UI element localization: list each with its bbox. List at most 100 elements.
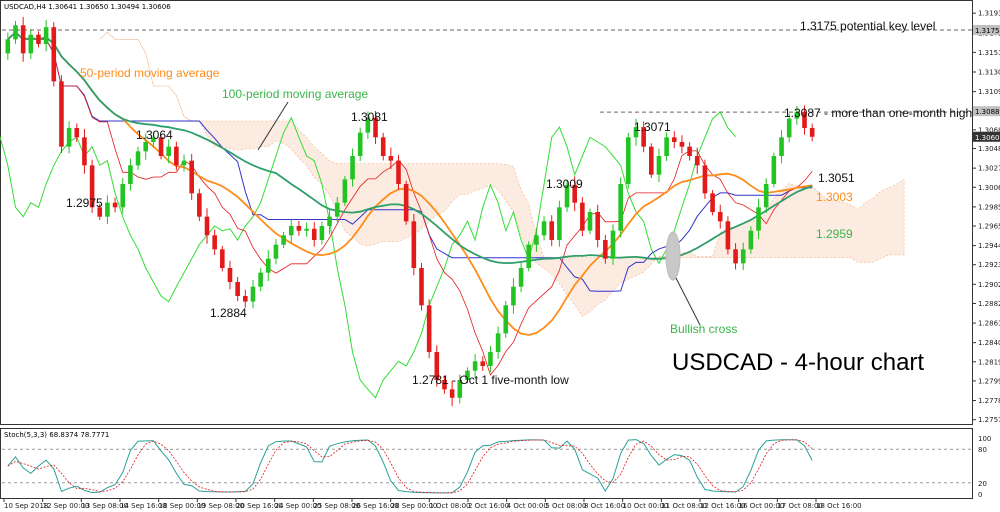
candle-body (526, 244, 532, 268)
candle-body (143, 142, 149, 152)
candle-body (13, 25, 18, 40)
candle-body (434, 352, 440, 380)
candle-body (334, 202, 340, 217)
y-tick-label: 1.31300 (978, 69, 1000, 77)
annotation-high-4: 1.3071 (634, 120, 671, 134)
candle-body (442, 380, 447, 390)
chikou-span-line (0, 111, 736, 399)
x-tick-label: 26 Sep 16:00 (352, 502, 399, 510)
candle-body (725, 221, 731, 250)
y-tick-label: 1.30480 (978, 145, 1000, 153)
x-tick-label: 28 Sep 00:00 (391, 502, 438, 510)
candle-body (281, 235, 286, 245)
price-tag-key-level-box (973, 25, 1000, 35)
candle-body (656, 156, 662, 175)
candle-body (265, 258, 271, 273)
ma100-label: 100-period moving average (222, 87, 368, 101)
bullish-cross-pointer (675, 277, 701, 326)
candle-body (457, 380, 463, 398)
annotation-high-3: 1.3009 (546, 177, 583, 191)
x-tick-label: 18 Oct 16:00 (816, 502, 862, 510)
bullish-cross-label: Bullish cross (670, 322, 737, 336)
y-tick-label: 1.30680 (978, 126, 1000, 134)
annotation-last: 1.3051 (818, 171, 855, 185)
y-tick-label: 1.31090 (978, 88, 1000, 96)
stoch-panel-frame (0, 428, 973, 499)
candle-body (135, 151, 141, 166)
candle-body (74, 128, 80, 138)
stoch-d-line (7, 439, 813, 494)
candle-body (557, 207, 562, 240)
ma50-label: 50-period moving average (80, 66, 220, 80)
candle-body (809, 128, 815, 137)
price-axis: 1.319301.317201.315101.313001.310901.308… (972, 10, 1000, 424)
y-tick-label: 1.29650 (978, 223, 1000, 231)
candle-body (511, 286, 516, 306)
y-tick-label: 1.28610 (978, 320, 1000, 328)
candle-body (572, 184, 577, 203)
candle-body (112, 202, 118, 208)
annotation-five-month-low: 1.2781 - Oct 1 five-month low (412, 373, 569, 387)
ma50-line (7, 31, 813, 336)
candle-body (174, 146, 179, 166)
candle-body (20, 25, 26, 54)
candle-body (204, 216, 210, 236)
key-level-label: 1.3175 potential key level (800, 19, 935, 33)
candle-body (342, 179, 348, 203)
candle-body (740, 249, 746, 264)
y-tick-label: 1.29440 (978, 242, 1000, 250)
candle-body (319, 226, 325, 240)
stoch-tick-label: 0 (978, 491, 982, 499)
candle-body (28, 34, 34, 54)
ma50-value-label: 1.3003 (816, 190, 853, 204)
x-tick-label: 17 Oct 08:00 (777, 502, 823, 510)
x-tick-label: 19 Sep 08:00 (197, 502, 244, 510)
candle-body (687, 146, 692, 156)
x-tick-label: 11 Oct 08:00 (661, 502, 707, 510)
candle-body (503, 305, 509, 334)
x-tick-label: 20 Sep 16:00 (236, 502, 283, 510)
y-tick-label: 1.31510 (978, 49, 1000, 57)
candle-body (610, 230, 616, 259)
x-tick-label: 8 Oct 16:00 (584, 502, 625, 510)
candle-body (197, 193, 202, 217)
candle-body (633, 127, 639, 138)
candle-body (710, 193, 715, 212)
stoch-k-line (7, 439, 813, 494)
candle-body (51, 27, 57, 82)
x-tick-label: 25 Sep 08:00 (313, 502, 360, 510)
candle-body (220, 249, 225, 268)
y-tick-label: 1.27990 (978, 377, 1000, 385)
candle-body (350, 156, 355, 180)
candle-body (472, 361, 478, 371)
y-tick-label: 1.30270 (978, 165, 1000, 173)
x-tick-label: 5 Oct 08:00 (545, 502, 586, 510)
x-tick-label: 4 Oct 00:00 (507, 502, 548, 510)
candle-body (449, 389, 455, 398)
annotation-low-1: 1.2975 (66, 196, 103, 210)
candle-body (641, 127, 646, 147)
candle-body (158, 137, 164, 156)
x-tick-label: 2 Oct 16:00 (468, 502, 509, 510)
y-tick-label: 1.29025 (978, 281, 1000, 289)
candle-body (120, 184, 126, 208)
candle-body (488, 352, 493, 366)
candle-body (327, 216, 332, 226)
candle-body (43, 27, 49, 44)
y-tick-label: 1.30065 (978, 184, 1000, 192)
stoch-tick-label: 20 (978, 480, 987, 488)
candle-body (779, 137, 784, 156)
candle-body (89, 165, 95, 208)
y-tick-label: 1.27780 (978, 397, 1000, 405)
candle-body (181, 160, 187, 166)
key-level-lines (2, 29, 972, 113)
ichimoku-cloud (99, 31, 905, 317)
candle-body (671, 137, 677, 142)
candle-body (59, 81, 64, 147)
y-tick-label: 1.28400 (978, 339, 1000, 347)
ichimoku-cloud-area (99, 31, 905, 317)
candle-body (212, 235, 217, 250)
ma100-value-label: 1.2959 (816, 227, 853, 241)
